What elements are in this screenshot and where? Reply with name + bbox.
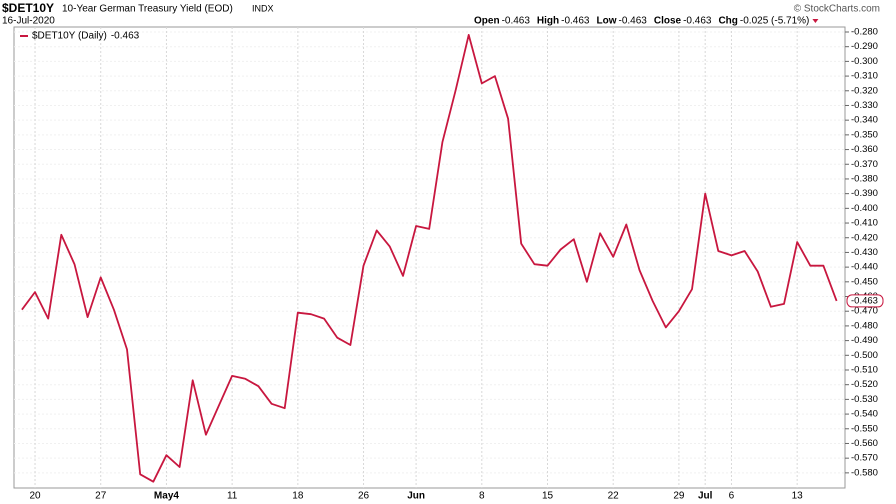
x-tick-label: 26	[358, 491, 370, 502]
y-tick-label: -0.370	[851, 159, 878, 170]
x-tick-label: Jul	[698, 491, 713, 502]
y-tick-label: -0.360	[851, 144, 878, 155]
x-tick-label: Jun	[407, 491, 425, 502]
x-tick-label: 8	[479, 491, 485, 502]
x-tick-label: 20	[29, 491, 41, 502]
y-tick-label: -0.300	[851, 56, 878, 67]
symbol: $DET10Y	[2, 1, 54, 15]
quote-value: -0.463	[561, 16, 590, 27]
quote-value: -0.463	[683, 16, 712, 27]
plot-frame	[13, 26, 846, 489]
x-tick-label: 13	[792, 491, 804, 502]
y-tick-label: -0.390	[851, 188, 878, 199]
y-tick-label: -0.500	[851, 350, 878, 361]
quote-value: -0.463	[619, 16, 648, 27]
y-tick-label: -0.350	[851, 129, 878, 140]
y-tick-label: -0.330	[851, 100, 878, 111]
y-tick-label: -0.520	[851, 379, 878, 390]
x-tick-label: 27	[95, 491, 107, 502]
x-tick-label: 29	[673, 491, 685, 502]
y-tick-label: -0.420	[851, 232, 878, 243]
y-tick-label: -0.400	[851, 203, 878, 214]
x-tick-label: 6	[729, 491, 735, 502]
legend-last-value: -0.463	[111, 31, 140, 42]
quote-label: High	[537, 16, 559, 27]
last-value-tag	[846, 294, 884, 308]
quote-value: -0.025 (-5.71%)	[740, 16, 809, 27]
y-tick-label: -0.450	[851, 276, 878, 287]
y-tick-label: -0.540	[851, 409, 878, 420]
y-tick-label: -0.580	[851, 467, 878, 478]
price-line	[21, 34, 838, 483]
quote-label: Low	[597, 16, 617, 27]
quote-label: Open	[474, 16, 500, 27]
x-tick-label: May4	[154, 491, 179, 502]
date: 16-Jul-2020	[2, 16, 55, 27]
legend-label: $DET10Y (Daily)	[32, 31, 107, 42]
x-tick-label: 18	[292, 491, 304, 502]
y-tick-label: -0.480	[851, 320, 878, 331]
x-tick-label: 22	[608, 491, 620, 502]
y-tick-label: -0.570	[851, 453, 878, 464]
y-tick-label: -0.530	[851, 394, 878, 405]
x-tick-label: 15	[542, 491, 554, 502]
y-tick-label: -0.470	[851, 306, 878, 317]
y-tick-label: -0.490	[851, 335, 878, 346]
last-value-label: -0.463	[851, 295, 878, 306]
y-tick-label: -0.280	[851, 27, 878, 38]
change-arrow	[812, 19, 819, 23]
y-tick-label: -0.430	[851, 247, 878, 258]
y-tick-label: -0.550	[851, 423, 878, 434]
y-tick-label: -0.310	[851, 71, 878, 82]
chart-title: 10-Year German Treasury Yield (EOD)	[62, 4, 233, 15]
y-tick-label: -0.290	[851, 41, 878, 52]
y-tick-label: -0.440	[851, 262, 878, 273]
quote-value: -0.463	[502, 16, 531, 27]
y-tick-label: -0.340	[851, 115, 878, 126]
x-tick-label: 11	[227, 491, 238, 502]
y-tick-label: -0.410	[851, 218, 878, 229]
quote-label: Chg	[718, 16, 737, 27]
y-tick-label: -0.380	[851, 173, 878, 184]
quote-label: Close	[654, 16, 682, 27]
credit: © StockCharts.com	[794, 4, 880, 15]
y-tick-label: -0.510	[851, 365, 878, 376]
y-tick-label: -0.320	[851, 85, 878, 96]
exchange: INDX	[252, 3, 274, 13]
y-tick-label: -0.560	[851, 438, 878, 449]
